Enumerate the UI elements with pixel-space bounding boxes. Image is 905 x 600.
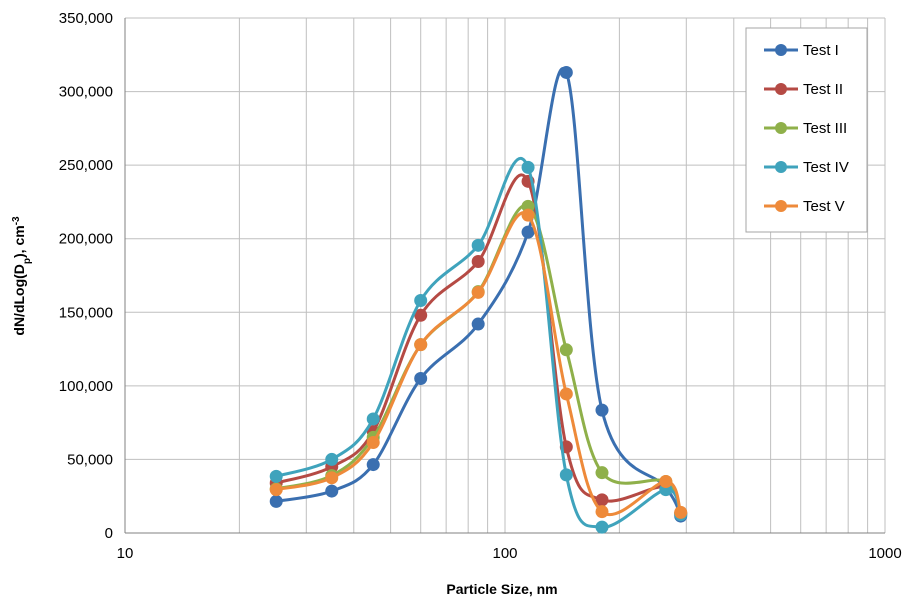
data-point xyxy=(366,458,380,472)
data-point xyxy=(521,208,535,222)
y-tick-label: 150,000 xyxy=(59,304,113,321)
data-point xyxy=(414,294,428,308)
y-axis-title-sup: -3 xyxy=(11,216,22,225)
y-axis-title-tail: ), cm xyxy=(11,225,27,258)
data-point xyxy=(559,343,573,357)
x-tick-label: 10 xyxy=(117,545,134,562)
legend-item: Test II xyxy=(764,81,843,98)
data-point xyxy=(366,436,380,450)
plot-frame xyxy=(124,18,885,534)
data-point xyxy=(414,338,428,352)
legend-item: Test V xyxy=(764,198,845,215)
data-point xyxy=(521,225,535,239)
y-tick-label: 200,000 xyxy=(59,231,113,248)
data-point xyxy=(595,403,609,417)
legend-label: Test IV xyxy=(803,159,849,176)
x-tick-label: 100 xyxy=(492,545,517,562)
data-point xyxy=(269,483,283,497)
x-tick-label: 1000 xyxy=(868,545,901,562)
y-tick-label: 100,000 xyxy=(59,378,113,395)
data-point xyxy=(559,387,573,401)
data-point xyxy=(674,505,688,519)
y-tick-label: 350,000 xyxy=(59,10,113,27)
data-point xyxy=(414,308,428,322)
y-axis-title-sub: p xyxy=(22,258,33,264)
y-axis-title: dN/dLog(Dp), cm-3 xyxy=(11,216,33,336)
series-4 xyxy=(269,156,688,534)
data-point xyxy=(414,372,428,385)
data-point xyxy=(325,484,339,498)
data-point xyxy=(366,412,380,426)
x-axis-ticks: 10 100 1000 xyxy=(117,545,902,562)
data-point xyxy=(471,285,485,299)
y-tick-label: 300,000 xyxy=(59,84,113,101)
data-point xyxy=(269,469,283,483)
legend-label: Test V xyxy=(803,198,845,215)
data-point xyxy=(471,238,485,252)
legend-swatch-marker xyxy=(775,83,787,95)
legend-swatch-marker xyxy=(775,44,787,56)
legend-box xyxy=(745,27,868,233)
legend-item: Test IV xyxy=(764,159,849,176)
legend-label: Test I xyxy=(803,42,839,59)
data-point xyxy=(595,466,609,480)
data-point xyxy=(471,317,485,331)
data-point xyxy=(659,475,673,488)
data-point xyxy=(325,471,339,485)
legend-item: Test I xyxy=(764,42,839,59)
series-2 xyxy=(269,173,688,520)
legend-item: Test III xyxy=(764,120,847,137)
data-point xyxy=(595,505,609,519)
data-point xyxy=(595,493,609,507)
data-point xyxy=(471,255,485,269)
legend: Test I Test II Test III Test IV Test V xyxy=(745,27,868,233)
legend-label: Test II xyxy=(803,81,843,98)
data-point xyxy=(559,468,573,482)
legend-swatch-marker xyxy=(775,200,787,212)
data-point xyxy=(595,520,609,534)
y-tick-label: 0 xyxy=(105,525,113,542)
grid xyxy=(124,17,886,534)
series-group xyxy=(269,65,688,534)
legend-swatch-marker xyxy=(775,122,787,134)
series-5 xyxy=(269,208,688,519)
y-tick-label: 50,000 xyxy=(67,451,113,468)
y-tick-label: 250,000 xyxy=(59,157,113,174)
x-axis-title: Particle Size, nm xyxy=(446,581,557,597)
data-point xyxy=(559,65,573,79)
data-point xyxy=(521,160,535,174)
data-point xyxy=(269,494,283,508)
data-point xyxy=(325,452,339,466)
y-axis-ticks: 0 50,000 100,000 150,000 200,000 250,000 300,0… xyxy=(59,10,113,542)
y-axis-title-main: dN/dLog(D xyxy=(11,264,27,336)
legend-label: Test III xyxy=(803,120,847,137)
legend-swatch-marker xyxy=(775,161,787,173)
